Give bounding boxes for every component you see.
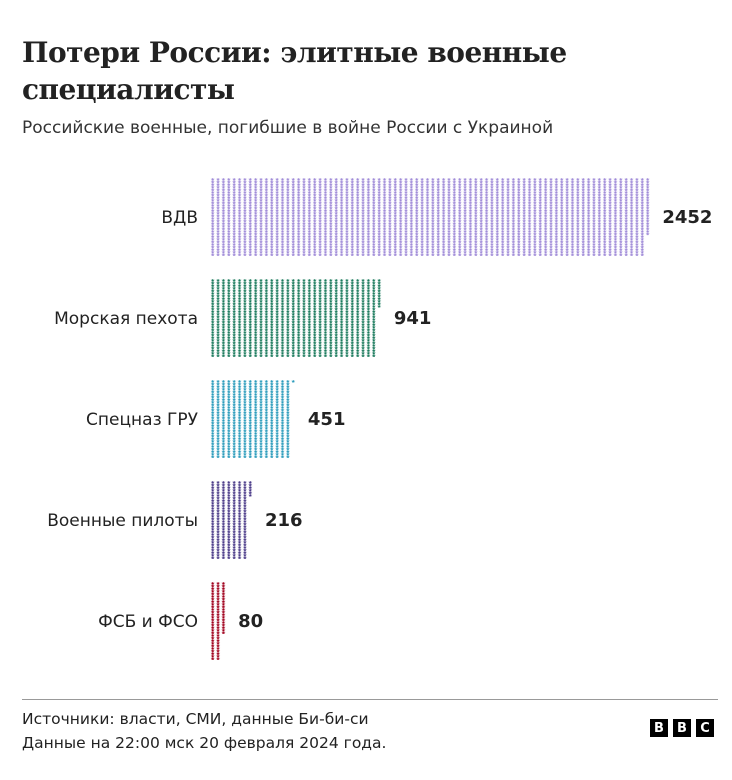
chart-subtitle: Российские военные, погибшие в войне Рос… — [22, 118, 554, 138]
value-label: 451 — [308, 409, 346, 430]
footer-sources: Источники: власти, СМИ, данные Би-би-си — [22, 710, 369, 728]
category-label: ФСБ и ФСО — [98, 612, 198, 632]
bar-0 — [210, 178, 651, 256]
divider — [22, 699, 718, 700]
category-label: Морская пехота — [54, 309, 198, 329]
bar-partial-column — [290, 380, 296, 383]
bar-partial-column — [376, 279, 382, 308]
category-label: ВДВ — [161, 208, 198, 228]
bar-1 — [210, 279, 382, 357]
bar-4 — [210, 582, 227, 660]
star-bar-chart: ВДВ 2452 Морская пехота 941 Спецназ ГРУ 451 Во… — [47, 178, 712, 660]
bar-partial-column — [247, 481, 253, 497]
category-label: Спецназ ГРУ — [86, 410, 199, 430]
bar-full-columns — [210, 582, 221, 660]
footer-date: Данные на 22:00 мск 20 февраля 2024 года… — [22, 734, 387, 752]
chart-title: Потери России: элитные военные специалис… — [22, 36, 567, 106]
bar-2 — [210, 380, 296, 458]
bar-full-columns — [210, 178, 645, 256]
value-label: 80 — [238, 611, 263, 632]
bar-full-columns — [210, 380, 291, 458]
category-label: Военные пилоты — [47, 511, 198, 531]
bar-3 — [210, 481, 253, 559]
bar-full-columns — [210, 279, 377, 357]
value-label: 216 — [265, 510, 303, 531]
bar-partial-column — [644, 178, 651, 236]
value-label: 2452 — [662, 207, 712, 228]
bar-partial-column — [220, 582, 227, 634]
bar-full-columns — [210, 481, 248, 559]
value-label: 941 — [394, 308, 432, 329]
